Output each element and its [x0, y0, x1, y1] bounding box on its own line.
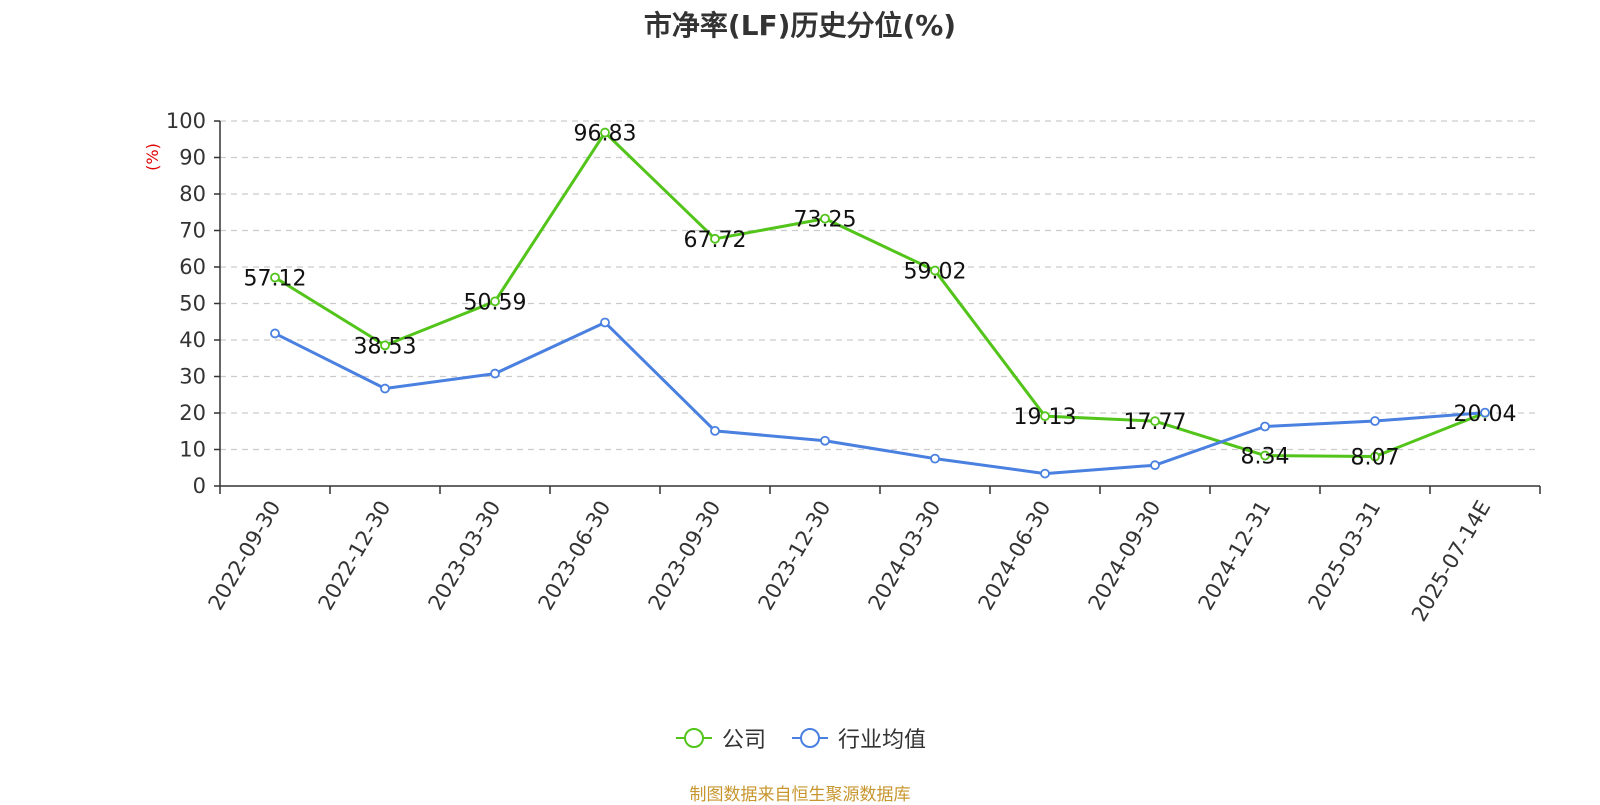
data-point — [1480, 407, 1490, 418]
data-point — [1370, 451, 1380, 462]
data-label: 17.77 — [1124, 410, 1187, 435]
legend: 公司 行业均值 — [0, 722, 1600, 754]
data-point — [1150, 416, 1160, 427]
legend-item-0[interactable]: 公司 — [674, 722, 766, 754]
data-point — [1260, 421, 1270, 432]
legend-marker-icon — [675, 728, 712, 748]
data-label: 96.83 — [574, 122, 637, 147]
data-point — [600, 127, 610, 138]
x-tick-label: 2024-12-31 — [1194, 497, 1276, 615]
data-point — [1040, 411, 1050, 422]
y-tick-label: 50 — [179, 292, 206, 316]
data-label: 38.53 — [354, 334, 417, 359]
data-point — [1150, 460, 1160, 471]
data-point — [1370, 416, 1380, 426]
data-point — [930, 265, 940, 276]
data-label: 57.12 — [244, 267, 307, 292]
data-point — [600, 317, 610, 328]
data-label-layer: 57.12 38.53 50.59 96.83 67.72 73.25 59.02 19.13… — [244, 122, 1517, 471]
data-point — [380, 340, 390, 351]
x-tick-label: 2023-09-30 — [644, 497, 726, 615]
data-point — [710, 425, 720, 436]
legend-label: 行业均值 — [838, 728, 927, 753]
data-label: 59.02 — [904, 260, 967, 285]
series-layer — [270, 127, 1490, 479]
x-tick-label: 2025-03-31 — [1304, 497, 1386, 615]
data-point — [820, 213, 830, 224]
y-tick-label: 20 — [179, 401, 206, 425]
y-tick-label: 70 — [179, 219, 206, 243]
data-label: 67.72 — [684, 228, 747, 253]
y-tick-label: 40 — [179, 328, 206, 352]
data-point — [1040, 468, 1050, 479]
x-tick-label: 2023-03-30 — [424, 497, 506, 615]
legend-marker-icon — [792, 728, 828, 748]
data-point — [1260, 450, 1270, 461]
data-point — [490, 368, 500, 379]
y-tick-label: 100 — [166, 109, 206, 133]
y-tick-label: 80 — [179, 182, 206, 206]
y-axis-label: (%) — [143, 143, 162, 171]
axis-layer: 0 10 20 30 40 50 60 70 80 90 100 2022-09-30 2022-12-… — [166, 109, 1541, 626]
data-label: 73.25 — [794, 208, 857, 233]
series-line-0 — [274, 131, 1486, 459]
x-tick-label: 2022-09-30 — [204, 497, 286, 615]
x-tick-label: 2023-12-30 — [754, 497, 836, 615]
y-tick-label: 30 — [179, 365, 206, 389]
y-tick-label: 10 — [179, 438, 206, 462]
x-tick-label: 2024-03-30 — [864, 497, 946, 615]
data-point — [930, 453, 940, 464]
data-point — [490, 296, 500, 307]
data-label: 50.59 — [464, 290, 527, 315]
x-tick-label: 2023-06-30 — [534, 497, 616, 615]
x-tick-label: 2022-12-30 — [314, 497, 396, 615]
data-point — [270, 272, 280, 283]
data-label: 19.13 — [1014, 405, 1077, 430]
x-tick-label: 2024-06-30 — [974, 497, 1056, 615]
source-note: 制图数据来自恒生聚源数据库 — [689, 785, 911, 805]
y-tick-label: 0 — [193, 474, 206, 498]
data-label: 20.04 — [1454, 402, 1517, 427]
data-point — [710, 233, 720, 244]
x-tick-label: 2025-07-14E — [1407, 497, 1495, 626]
data-point — [820, 435, 830, 446]
legend-label: 公司 — [721, 728, 766, 753]
y-tick-label: 60 — [179, 255, 206, 279]
x-tick-label: 2024-09-30 — [1084, 497, 1166, 615]
legend-item-1[interactable]: 行业均值 — [790, 722, 926, 754]
data-label: 8.34 — [1241, 445, 1290, 470]
data-point — [270, 328, 280, 339]
data-label: 8.07 — [1351, 446, 1400, 471]
data-point — [380, 383, 390, 394]
chart-title: 市净率(LF)历史分位(%) — [643, 9, 957, 42]
series-line-1 — [274, 320, 1486, 476]
y-tick-label: 90 — [179, 146, 206, 170]
grid-layer — [220, 120, 1540, 451]
